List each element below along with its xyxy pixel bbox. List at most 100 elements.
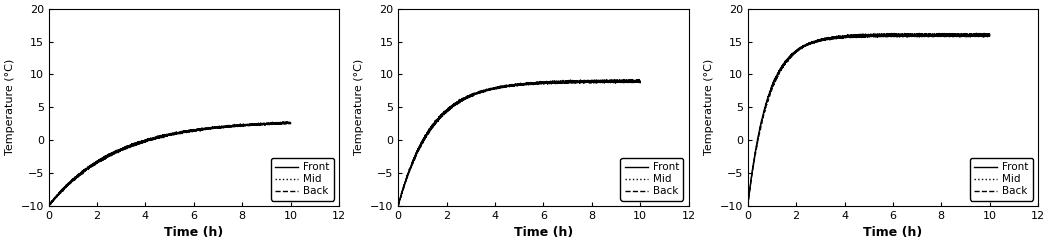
Front [627,80,639,83]
Mid [281,121,294,123]
Front [741,205,754,208]
Back [741,204,754,207]
Mid [153,135,166,138]
Back [932,33,945,36]
Front [160,133,172,136]
Back [285,121,297,124]
Front [634,81,647,84]
Line: Mid: Mid [748,34,990,207]
Mid [976,34,989,37]
Front [932,35,945,38]
Back [951,32,964,35]
Back [160,134,172,137]
Mid [853,34,865,37]
Mid [623,79,635,81]
Mid [984,33,996,36]
Line: Back: Back [48,122,291,206]
Legend: Front, Mid, Back: Front, Mid, Back [621,158,684,201]
Front [963,33,975,36]
Mid [233,124,246,127]
Back [632,78,645,81]
X-axis label: Time (h): Time (h) [863,226,923,239]
Front [583,81,595,84]
Back [583,79,595,82]
Y-axis label: Temperature (°C): Temperature (°C) [704,59,714,155]
Back [976,33,989,36]
Mid [741,205,754,208]
Back [153,136,166,139]
Front [153,135,166,138]
Mid [503,84,516,87]
Front [42,204,55,207]
Line: Back: Back [398,80,640,206]
X-axis label: Time (h): Time (h) [513,226,573,239]
Back [853,34,865,37]
Back [984,34,996,37]
Y-axis label: Temperature (°C): Temperature (°C) [5,59,15,155]
Back [627,79,639,81]
Mid [951,32,964,35]
Front [392,205,404,208]
Front [233,124,246,127]
Back [277,122,290,124]
Front [277,121,290,124]
Front [602,79,614,82]
Front [404,167,417,170]
Mid [509,83,522,86]
Front [285,122,297,125]
Y-axis label: Temperature (°C): Temperature (°C) [355,59,364,155]
Front [42,203,55,206]
Mid [634,79,647,82]
Mid [277,122,290,125]
Legend: Front, Mid, Back: Front, Mid, Back [271,158,334,201]
Mid [627,80,639,83]
Mid [42,204,55,207]
Back [42,204,55,207]
Back [509,83,522,86]
Back [277,122,290,124]
Front [509,83,522,86]
Front [55,189,67,192]
Mid [392,204,404,207]
Front [984,34,996,37]
Mid [55,191,67,193]
Front [278,121,291,124]
Mid [285,122,297,124]
Back [754,128,766,131]
Mid [42,203,55,206]
Back [280,120,293,123]
Mid [976,34,989,37]
X-axis label: Time (h): Time (h) [164,226,224,239]
Mid [392,204,404,207]
Line: Front: Front [398,81,640,206]
Back [627,80,639,82]
Mid [404,166,417,169]
Line: Mid: Mid [398,80,640,205]
Front [853,36,865,39]
Mid [754,128,766,131]
Front [503,85,516,88]
Line: Front: Front [48,122,291,205]
Back [859,33,872,36]
Front [976,34,989,37]
Mid [859,34,872,37]
Line: Front: Front [748,35,990,206]
Mid [160,134,172,137]
Mid [583,81,595,83]
Back [55,190,67,193]
Back [503,84,516,87]
Front [859,35,872,38]
Front [277,122,290,125]
Back [392,204,404,207]
Back [404,167,417,170]
Back [43,204,56,207]
Back [976,33,989,36]
Front [627,81,639,83]
Mid [277,122,290,125]
Legend: Front, Mid, Back: Front, Mid, Back [970,158,1033,201]
Back [233,124,246,127]
Line: Back: Back [748,33,990,206]
Front [976,35,989,38]
Mid [932,34,945,37]
Back [634,79,647,82]
